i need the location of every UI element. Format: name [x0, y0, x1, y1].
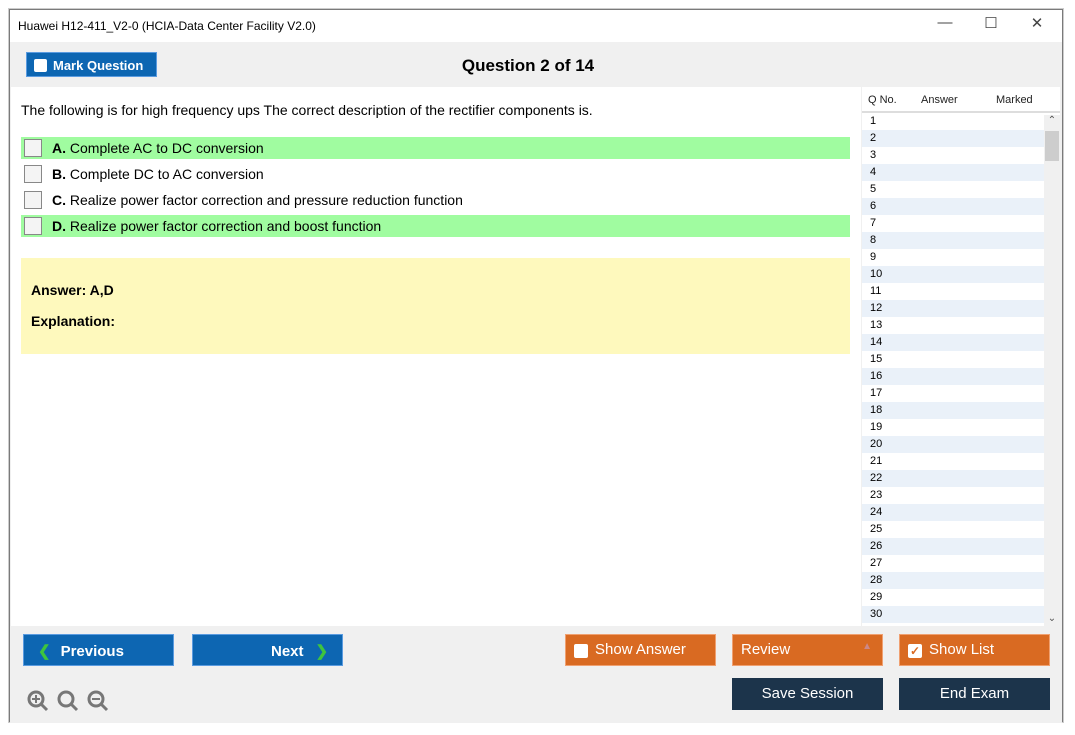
header-answer: Answer — [921, 94, 958, 106]
toolbar: Mark Question Question 2 of 14 — [10, 42, 1062, 87]
zoom-in-icon[interactable] — [27, 690, 49, 712]
list-row[interactable]: 30 — [862, 606, 1044, 623]
review-label: Review — [741, 641, 791, 658]
option-letter: B. — [52, 166, 66, 182]
option-letter: C. — [52, 192, 66, 208]
list-row[interactable]: 18 — [862, 402, 1044, 419]
option-checkbox[interactable] — [24, 217, 42, 235]
list-row[interactable]: 27 — [870, 557, 883, 569]
list-row[interactable]: 13 — [870, 319, 883, 331]
list-row[interactable]: 2 — [862, 130, 1044, 147]
zoom-controls — [27, 690, 109, 712]
chevron-right-icon: ❯ — [315, 643, 329, 660]
scroll-up-icon[interactable]: ⌃ — [1047, 115, 1057, 126]
mark-question-button[interactable]: Mark Question — [26, 52, 157, 77]
explanation-label: Explanation: — [31, 313, 116, 329]
answer-box: Answer: A,D Explanation: — [21, 258, 850, 354]
show-answer-label: Show Answer — [595, 641, 686, 658]
checkmark-icon: ✓ — [908, 644, 922, 658]
list-row[interactable]: 4 — [862, 164, 1044, 181]
list-row[interactable]: 19 — [870, 421, 883, 433]
show-answer-button[interactable]: Show Answer — [565, 634, 716, 666]
triangle-up-icon: ▲ — [862, 641, 872, 652]
list-row[interactable]: 6 — [862, 198, 1044, 215]
option-text: Realize power factor correction and boos… — [69, 218, 382, 234]
show-list-button[interactable]: ✓ Show List — [899, 634, 1050, 666]
list-row[interactable]: 16 — [862, 368, 1044, 385]
bottom-bar — [10, 626, 1062, 723]
answer-label: Answer: A,D — [31, 282, 114, 298]
list-row[interactable]: 15 — [870, 353, 883, 365]
header-qno: Q No. — [868, 94, 897, 106]
list-row[interactable]: 26 — [862, 538, 1044, 555]
window-title: Huawei H12-411_V2-0 (HCIA-Data Center Fa… — [18, 19, 316, 33]
close-button[interactable]: ✕ — [1030, 15, 1044, 32]
minimize-button[interactable]: — — [937, 14, 953, 31]
list-row[interactable]: 20 — [862, 436, 1044, 453]
chevron-left-icon: ❮ — [38, 643, 51, 660]
option-b[interactable]: B. Complete DC to AC conversion — [21, 163, 850, 185]
list-row[interactable]: 24 — [862, 504, 1044, 521]
option-text: Realize power factor correction and pres… — [69, 192, 463, 208]
list-row[interactable]: 23 — [870, 489, 883, 501]
list-row[interactable]: 7 — [870, 217, 877, 229]
zoom-reset-icon[interactable] — [57, 690, 79, 712]
option-letter: D. — [52, 218, 66, 234]
list-row[interactable]: 17 — [870, 387, 883, 399]
next-button[interactable]: Next ❯ — [192, 634, 343, 666]
list-row[interactable]: 1 — [870, 115, 877, 127]
option-text: Complete AC to DC conversion — [69, 140, 264, 156]
option-a[interactable]: A. Complete AC to DC conversion — [21, 137, 850, 159]
option-d[interactable]: D. Realize power factor correction and b… — [21, 215, 850, 237]
list-row[interactable]: 11 — [870, 285, 882, 297]
list-row[interactable]: 5 — [870, 183, 877, 195]
list-row[interactable]: 28 — [862, 572, 1044, 589]
scrollbar-thumb[interactable] — [1045, 131, 1059, 161]
list-row[interactable]: 8 — [862, 232, 1044, 249]
option-c[interactable]: C. Realize power factor correction and p… — [21, 189, 850, 211]
option-checkbox[interactable] — [24, 165, 42, 183]
list-row[interactable]: 12 — [862, 300, 1044, 317]
checkbox-icon — [574, 644, 588, 658]
option-text: Complete DC to AC conversion — [69, 166, 264, 182]
option-letter: A. — [52, 140, 66, 156]
list-row[interactable]: 25 — [870, 523, 883, 535]
question-panel: The following is for high frequency ups … — [11, 87, 861, 626]
previous-label: Previous — [60, 643, 124, 660]
zoom-out-icon[interactable] — [87, 690, 109, 712]
list-row[interactable]: 29 — [870, 591, 883, 603]
show-list-label: Show List — [929, 641, 995, 658]
maximize-button[interactable]: ☐ — [984, 15, 998, 32]
review-button[interactable]: Review ▲ — [732, 634, 883, 666]
checkbox-icon — [34, 59, 47, 72]
list-row[interactable]: 22 — [862, 470, 1044, 487]
question-list: Q No. Answer Marked 1 2 3 4 5 6 7 8 9 10 11 12 13 14 1… — [862, 87, 1060, 626]
question-title: Question 2 of 14 — [461, 56, 595, 75]
list-row[interactable]: 3 — [870, 149, 877, 161]
title-bar: Huawei H12-411_V2-0 (HCIA-Data Center Fa… — [10, 10, 1062, 42]
question-text: The following is for high frequency ups … — [21, 102, 593, 118]
save-session-button[interactable]: Save Session — [732, 678, 883, 710]
next-label: Next — [271, 643, 304, 660]
list-row[interactable]: 21 — [870, 455, 883, 467]
list-row[interactable]: 10 — [862, 266, 1044, 283]
scrollbar[interactable]: ⌃ ⌄ — [1044, 115, 1060, 626]
app-window: Huawei H12-411_V2-0 (HCIA-Data Center Fa… — [9, 9, 1063, 723]
scroll-down-icon[interactable]: ⌄ — [1047, 613, 1057, 624]
header-marked: Marked — [996, 94, 1033, 106]
option-checkbox[interactable] — [24, 139, 42, 157]
list-header: Q No. Answer Marked — [862, 87, 1060, 113]
option-checkbox[interactable] — [24, 191, 42, 209]
mark-question-label: Mark Question — [53, 58, 144, 73]
previous-button[interactable]: ❮ Previous — [23, 634, 174, 666]
list-row[interactable]: 9 — [870, 251, 877, 263]
list-row[interactable]: 14 — [862, 334, 1044, 351]
end-exam-button[interactable]: End Exam — [899, 678, 1050, 710]
